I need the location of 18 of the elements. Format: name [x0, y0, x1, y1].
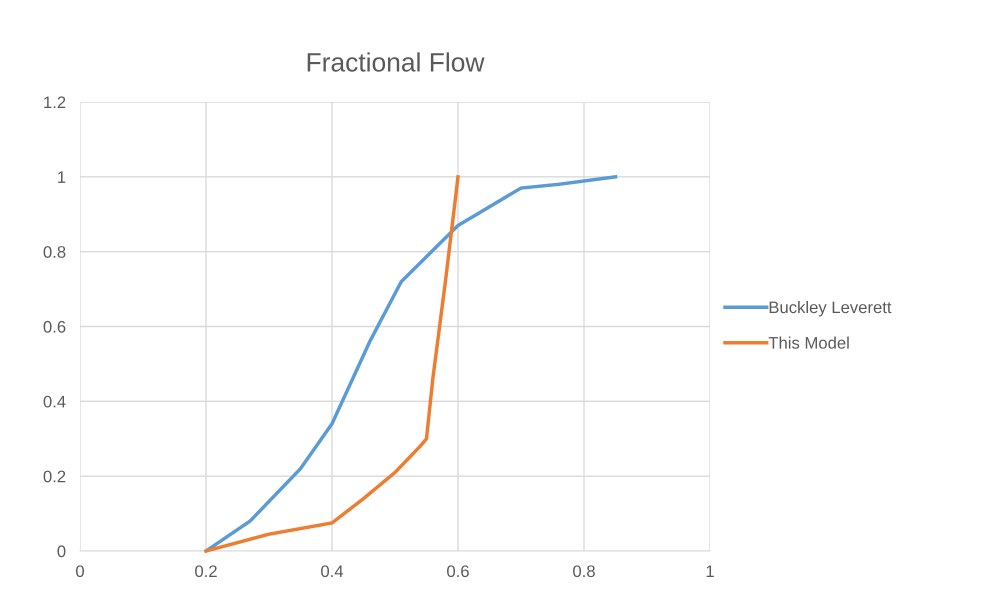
y-tick-label: 0: [57, 545, 66, 558]
x-tick-label: 0.8: [573, 565, 595, 578]
line-series: [204, 175, 618, 553]
y-tick-label: 1: [58, 171, 66, 183]
x-tick-label: 0.6: [447, 565, 469, 578]
y-tick-label: 0.4: [44, 396, 66, 408]
y-tick-label: 0.8: [44, 246, 66, 258]
y-tick-label: 1.2: [44, 96, 66, 108]
x-tick-label: 0.4: [321, 565, 344, 578]
x-tick-label: 0: [76, 565, 84, 578]
legend-label: Buckley Leverett: [770, 300, 892, 316]
x-tick-label: 1: [706, 566, 714, 577]
y-tick-label: 0.6: [44, 320, 66, 333]
legend-label: This Model: [768, 336, 849, 349]
chart-title: Fractional Flow: [308, 52, 485, 72]
x-tick-label: 0.2: [195, 565, 217, 578]
y-tick-label: 0.2: [44, 470, 66, 482]
line-series: [204, 175, 460, 553]
